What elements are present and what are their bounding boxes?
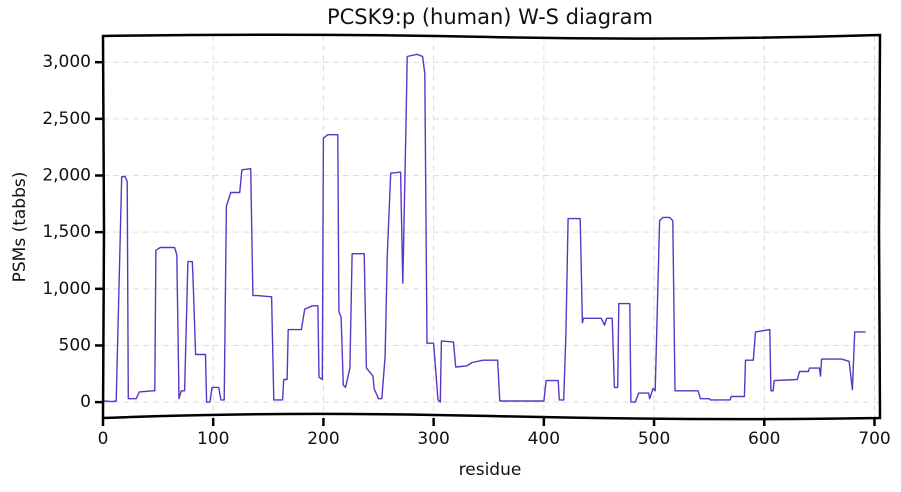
x-tick-label: 100	[197, 429, 229, 449]
plot	[104, 53, 866, 403]
y-tick-label: 500	[59, 335, 91, 355]
y-axis-label: PSMs (tabbs)	[10, 172, 30, 283]
plot-frame	[101, 33, 882, 421]
y-tick-label: 0	[80, 392, 91, 412]
y-tick-label: 2,000	[42, 166, 91, 186]
x-tick-label: 200	[307, 429, 339, 449]
y-tick-label: 1,500	[42, 222, 91, 242]
x-tick-label: 0	[98, 429, 109, 449]
x-axis-label: residue	[459, 460, 522, 480]
chart-title: PCSK9:p (human) W-S diagram	[327, 5, 653, 29]
grid	[102, 35, 880, 418]
y-tick-label: 1,000	[42, 279, 91, 299]
x-tick-label: 500	[638, 429, 670, 449]
x-tick-label: 400	[528, 429, 560, 449]
x-tick-label: 300	[417, 429, 449, 449]
y-tick-label: 2,500	[42, 109, 91, 129]
x-tick-label: 700	[858, 429, 890, 449]
data-line	[104, 53, 866, 403]
x-tick-label: 600	[748, 429, 780, 449]
y-tick-label: 3,000	[42, 52, 91, 72]
